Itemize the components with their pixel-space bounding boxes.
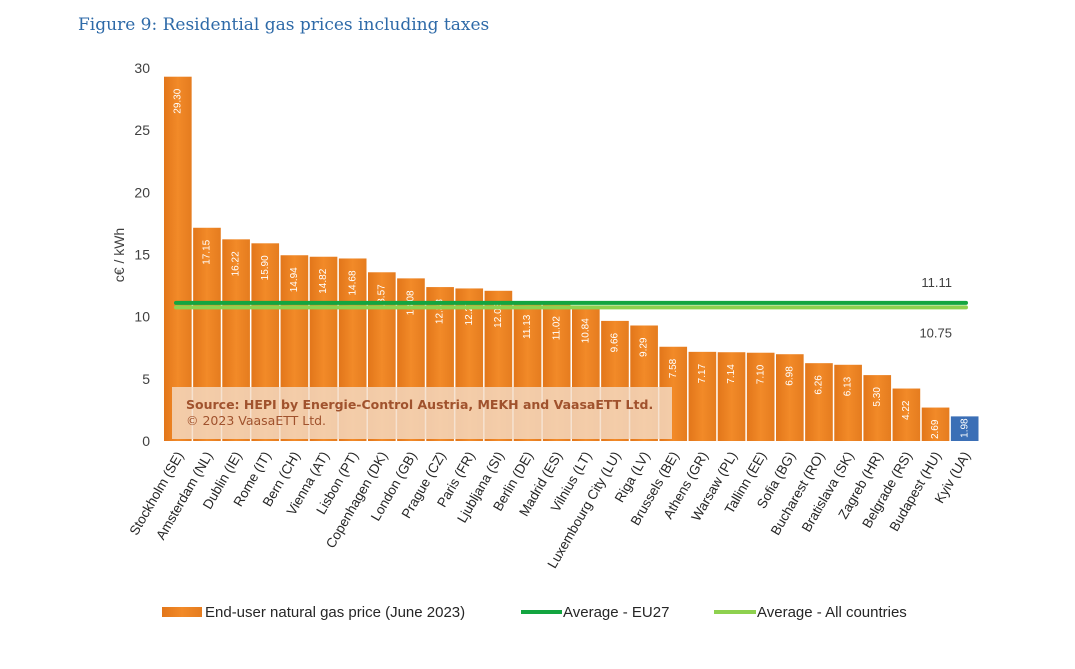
bar-value-label: 9.29 [639, 337, 650, 357]
bar-value-label: 12.38 [435, 299, 446, 324]
y-axis-label: c€ / kWh [111, 228, 127, 282]
bar-value-label: 10.84 [580, 318, 591, 343]
bar-value-label: 7.14 [726, 364, 737, 384]
bar-26 [921, 407, 950, 441]
y-tick-label: 10 [134, 309, 150, 325]
bar-value-label: 14.94 [289, 267, 300, 292]
average-lines-group: 11.11 10.75 [174, 275, 968, 340]
legend: End-user natural gas price (June 2023) A… [162, 604, 907, 621]
bar-23 [834, 364, 862, 441]
bar-value-label: 14.82 [318, 268, 329, 293]
bar-22 [805, 363, 833, 441]
average-eu27-label: 11.11 [921, 275, 952, 290]
bar-value-label: 12.27 [464, 300, 475, 325]
bar-value-label: 2.69 [930, 419, 941, 439]
y-tick-label: 5 [142, 371, 150, 387]
source-note-line1: Source: HEPI by Energie-Control Austria,… [186, 397, 653, 412]
bar-18 [688, 351, 717, 441]
bar-value-label: 17.15 [202, 239, 213, 264]
bar-21 [776, 354, 804, 441]
source-note: Source: HEPI by Energie-Control Austria,… [172, 387, 672, 439]
bar-24 [863, 375, 892, 441]
y-tick-label: 30 [134, 60, 150, 76]
legend-label-price: End-user natural gas price (June 2023) [205, 604, 465, 621]
bar-value-label: 11.13 [522, 314, 533, 339]
bar-25 [892, 388, 921, 441]
bar-value-label: 4.22 [901, 400, 912, 420]
y-tick-label: 0 [142, 433, 150, 449]
bar-19 [717, 352, 746, 441]
bar-value-label: 7.58 [668, 358, 679, 378]
y-axis: 0 5 10 15 20 25 30 [134, 60, 150, 449]
bar-value-label: 15.90 [260, 255, 271, 280]
bar-value-label: 9.66 [610, 332, 621, 352]
bar-value-label: 16.22 [231, 251, 242, 276]
bar-27 [950, 416, 979, 441]
bar-0 [164, 76, 192, 441]
bar-value-label: 1.98 [959, 418, 970, 438]
y-tick-label: 25 [134, 122, 150, 138]
bar-value-label: 7.10 [755, 364, 766, 384]
bar-value-label: 12.08 [493, 302, 504, 327]
legend-label-all: Average - All countries [757, 604, 907, 621]
bar-value-label: 6.13 [843, 376, 854, 396]
y-tick-label: 15 [134, 247, 150, 263]
source-note-line2: © 2023 VaasaETT Ltd. [186, 413, 326, 428]
average-all-label: 10.75 [919, 325, 952, 340]
bar-value-label: 6.26 [814, 375, 825, 395]
bar-value-label: 6.98 [784, 366, 795, 386]
value-labels-group: 29.30 17.15 16.22 15.90 14.94 14.82 14.68 13.57… [172, 88, 970, 439]
bars-group [164, 76, 979, 441]
figure-title: Figure 9: Residential gas prices includi… [78, 15, 490, 35]
bar-value-label: 13.57 [376, 284, 387, 309]
bar-value-label: 7.17 [697, 363, 708, 383]
bar-20 [746, 352, 775, 441]
bar-value-label: 29.30 [172, 88, 183, 113]
legend-label-eu27: Average - EU27 [563, 604, 669, 621]
bar-value-label: 11.02 [551, 316, 562, 341]
y-tick-label: 20 [134, 184, 150, 200]
bar-value-label: 14.68 [347, 270, 358, 295]
source-note-background [172, 387, 672, 439]
bar-value-label: 5.30 [872, 387, 883, 407]
legend-swatch-price [162, 607, 202, 617]
x-axis: Stockholm (SE)Amsterdam (NL)Dublin (IE)R… [127, 449, 974, 571]
